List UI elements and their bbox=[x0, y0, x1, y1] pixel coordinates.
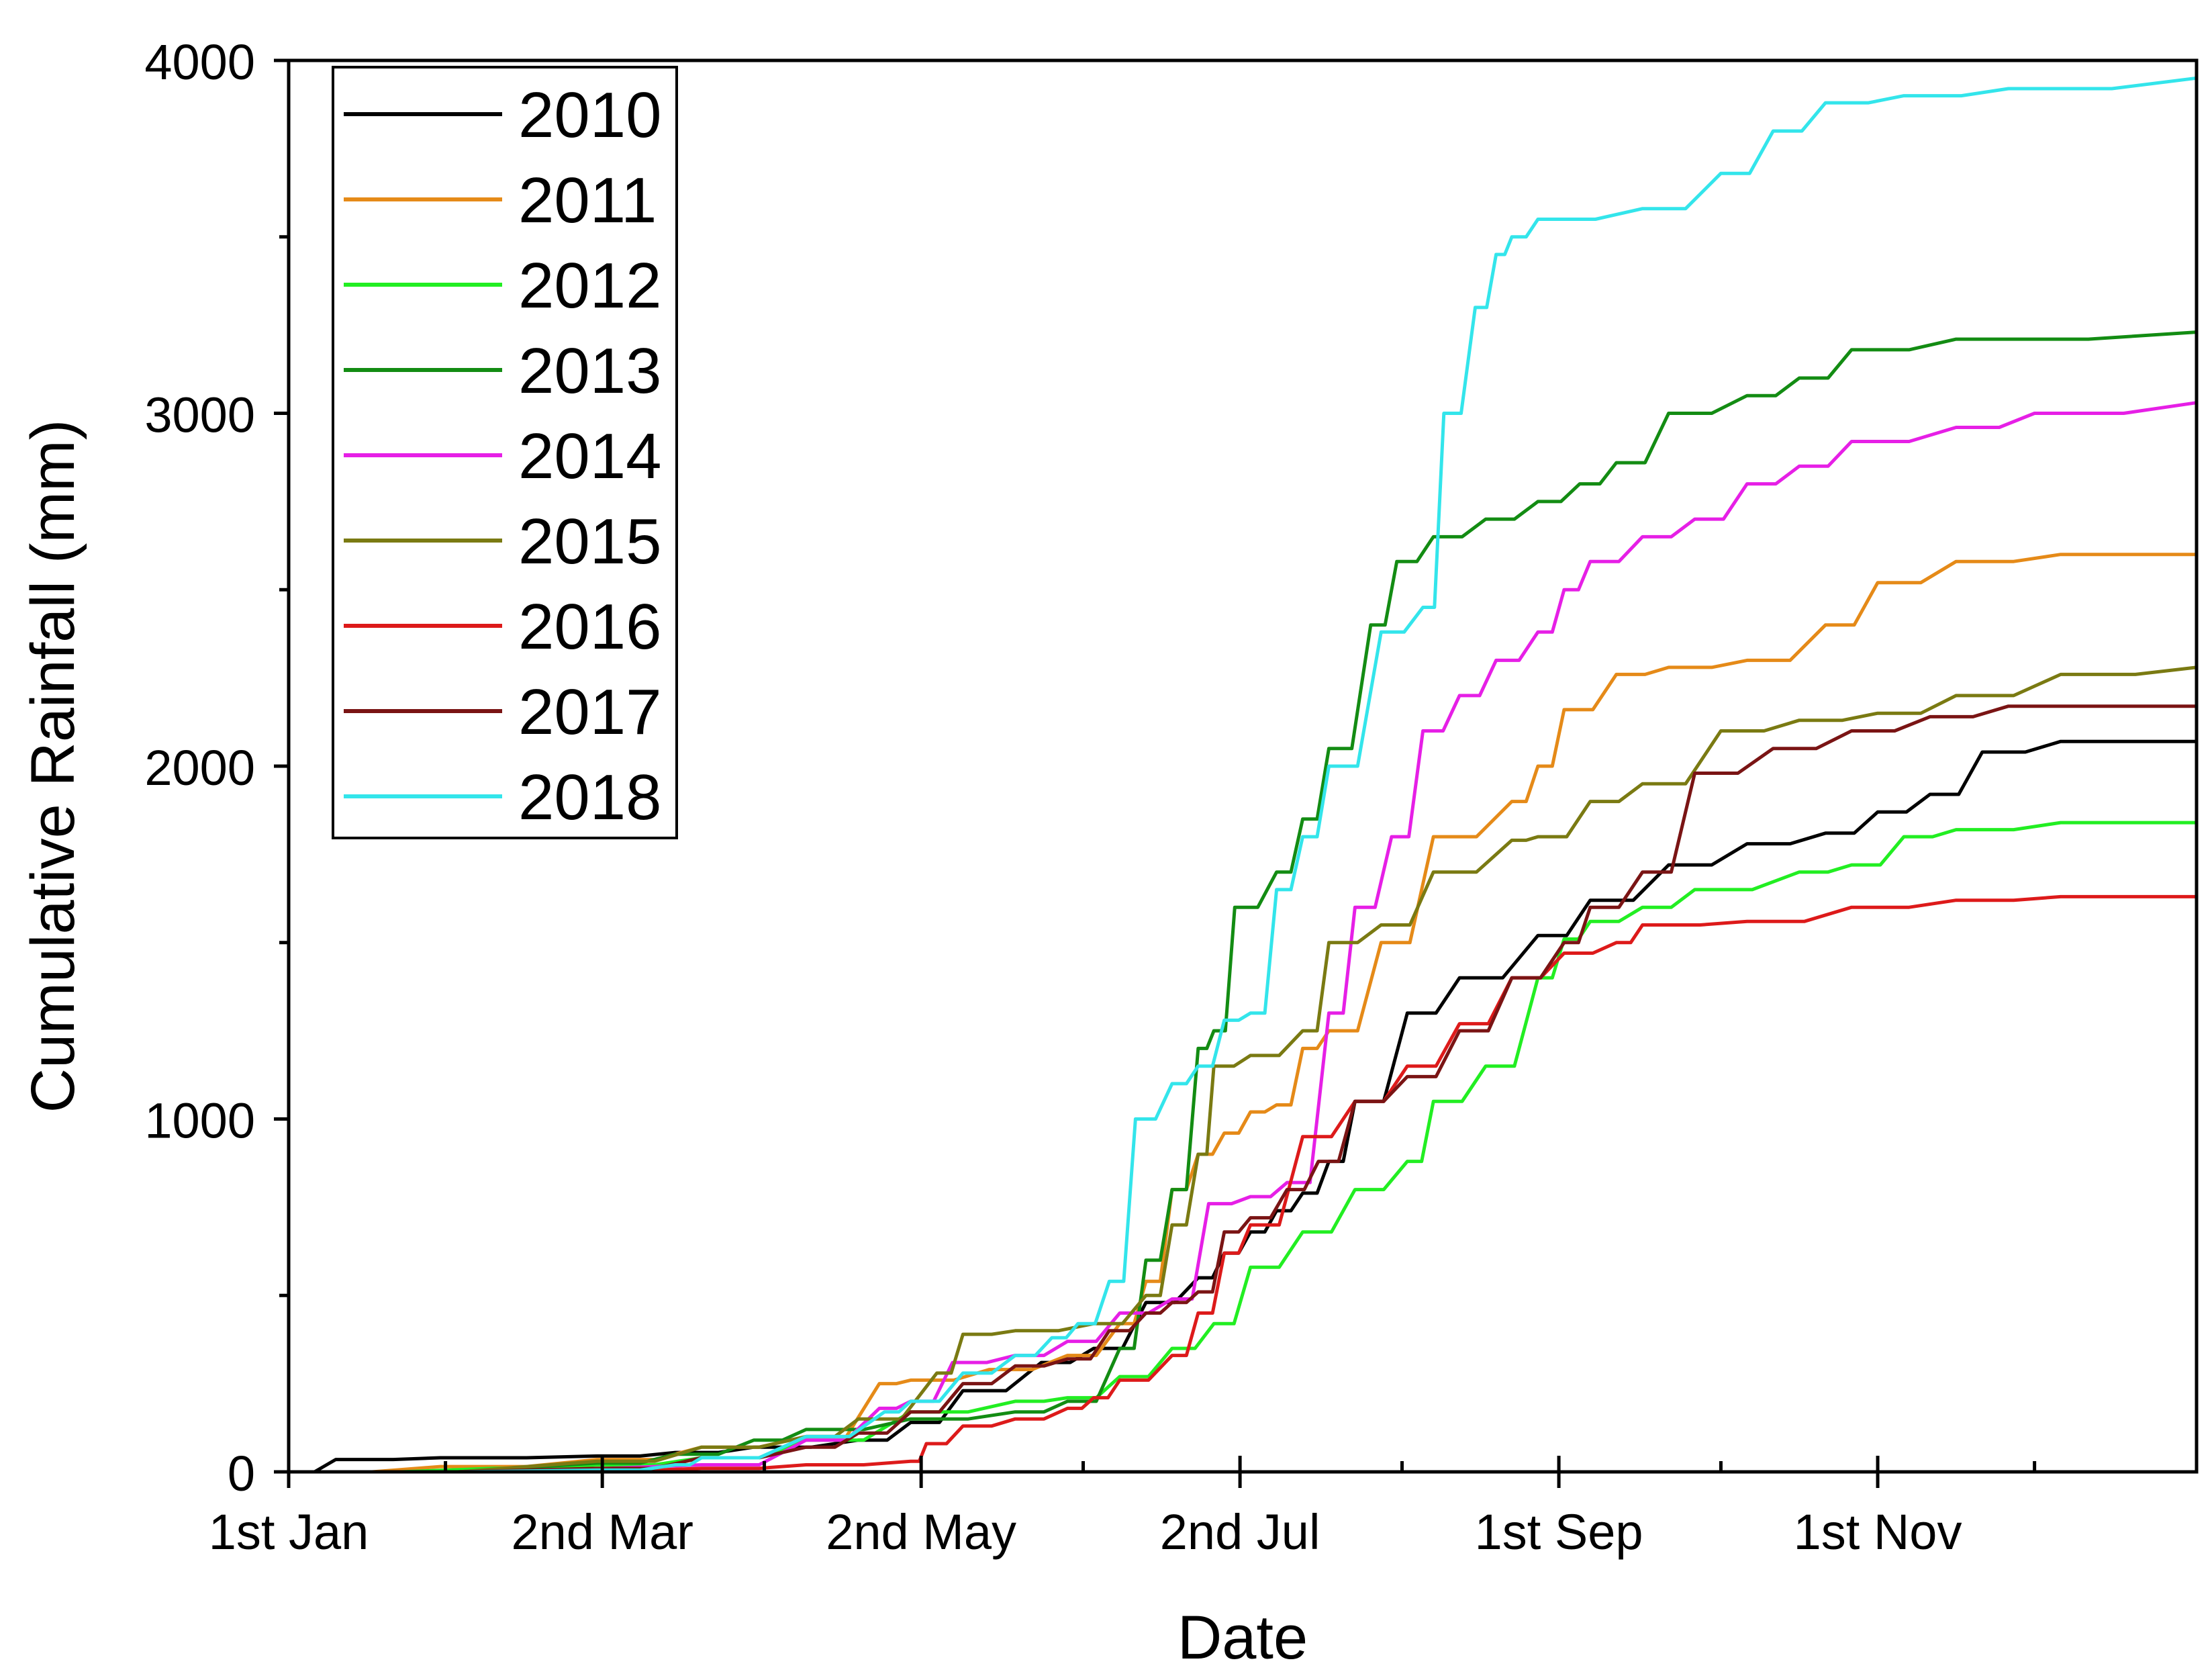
series-line-2011 bbox=[287, 553, 2199, 1474]
series-line-2012 bbox=[287, 821, 2199, 1474]
legend-item-2011: 2011 bbox=[344, 165, 657, 236]
legend-items: 2010 2011 2012 2013 2014 2015 2016 2017 2018 bbox=[344, 79, 662, 833]
legend-item-2012: 2012 bbox=[344, 250, 662, 322]
x-tick-label: 2nd Jul bbox=[1160, 1504, 1320, 1560]
series-line-2017 bbox=[287, 704, 2199, 1474]
y-tick-label: 2000 bbox=[144, 740, 255, 796]
y-tick-label: 0 bbox=[228, 1446, 255, 1501]
legend: 2010 2011 2012 2013 2014 2015 2016 2017 2018 bbox=[332, 66, 678, 839]
series-layer bbox=[287, 76, 2199, 1474]
axes-layer: 0 1000 2000 3000 4000 1st Jan 2nd Mar 2nd May 2n… bbox=[144, 34, 2037, 1560]
legend-item-2016: 2016 bbox=[344, 591, 662, 663]
legend-label: 2017 bbox=[518, 676, 662, 748]
x-tick-label: 1st Jan bbox=[209, 1504, 369, 1560]
y-tick-label: 3000 bbox=[144, 387, 255, 443]
legend-item-2014: 2014 bbox=[344, 420, 662, 492]
series-line-2014 bbox=[287, 401, 2199, 1474]
x-tick-label: 1st Sep bbox=[1475, 1504, 1643, 1560]
legend-item-2010: 2010 bbox=[344, 79, 662, 151]
legend-label: 2016 bbox=[518, 591, 662, 663]
series-line-2013 bbox=[287, 330, 2199, 1474]
legend-label: 2010 bbox=[518, 79, 662, 151]
x-tick-label: 2nd Mar bbox=[511, 1504, 693, 1560]
legend-item-2015: 2015 bbox=[344, 506, 662, 577]
legend-label: 2018 bbox=[518, 761, 662, 833]
legend-label: 2013 bbox=[518, 335, 662, 407]
legend-item-2018: 2018 bbox=[344, 761, 662, 833]
x-tick-label: 1st Nov bbox=[1794, 1504, 1962, 1560]
legend-label: 2011 bbox=[518, 165, 657, 236]
legend-label: 2012 bbox=[518, 250, 662, 322]
x-axis-title: Date bbox=[1177, 1603, 1308, 1672]
x-tick-label: 2nd May bbox=[826, 1504, 1016, 1560]
legend-label: 2014 bbox=[518, 420, 662, 492]
series-line-2018 bbox=[287, 76, 2199, 1474]
legend-item-2017: 2017 bbox=[344, 676, 662, 748]
y-tick-label: 4000 bbox=[144, 34, 255, 90]
series-line-2016 bbox=[287, 894, 2199, 1474]
legend-label: 2015 bbox=[518, 506, 662, 577]
y-axis-title: Cumulative Rainfall (mm) bbox=[19, 420, 87, 1113]
legend-item-2013: 2013 bbox=[344, 335, 662, 407]
y-tick-label: 1000 bbox=[144, 1093, 255, 1149]
